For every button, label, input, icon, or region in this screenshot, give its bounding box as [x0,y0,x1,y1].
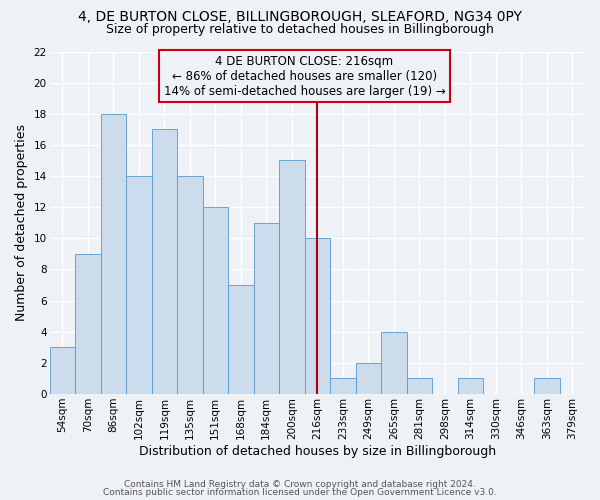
Text: Size of property relative to detached houses in Billingborough: Size of property relative to detached ho… [106,22,494,36]
Bar [279,160,305,394]
Bar [330,378,356,394]
Bar [458,378,483,394]
Bar [126,176,152,394]
Bar [305,238,330,394]
Text: 4 DE BURTON CLOSE: 216sqm
← 86% of detached houses are smaller (120)
14% of semi: 4 DE BURTON CLOSE: 216sqm ← 86% of detac… [164,54,445,98]
Bar [381,332,407,394]
Y-axis label: Number of detached properties: Number of detached properties [15,124,28,322]
Bar [203,207,228,394]
X-axis label: Distribution of detached houses by size in Billingborough: Distribution of detached houses by size … [139,444,496,458]
Bar [356,363,381,394]
Bar [75,254,101,394]
Bar [50,348,75,394]
Bar [101,114,126,394]
Bar [254,223,279,394]
Text: Contains public sector information licensed under the Open Government Licence v3: Contains public sector information licen… [103,488,497,497]
Text: 4, DE BURTON CLOSE, BILLINGBOROUGH, SLEAFORD, NG34 0PY: 4, DE BURTON CLOSE, BILLINGBOROUGH, SLEA… [78,10,522,24]
Bar [407,378,432,394]
Text: Contains HM Land Registry data © Crown copyright and database right 2024.: Contains HM Land Registry data © Crown c… [124,480,476,489]
Bar [152,130,177,394]
Bar [534,378,560,394]
Bar [228,285,254,394]
Bar [177,176,203,394]
